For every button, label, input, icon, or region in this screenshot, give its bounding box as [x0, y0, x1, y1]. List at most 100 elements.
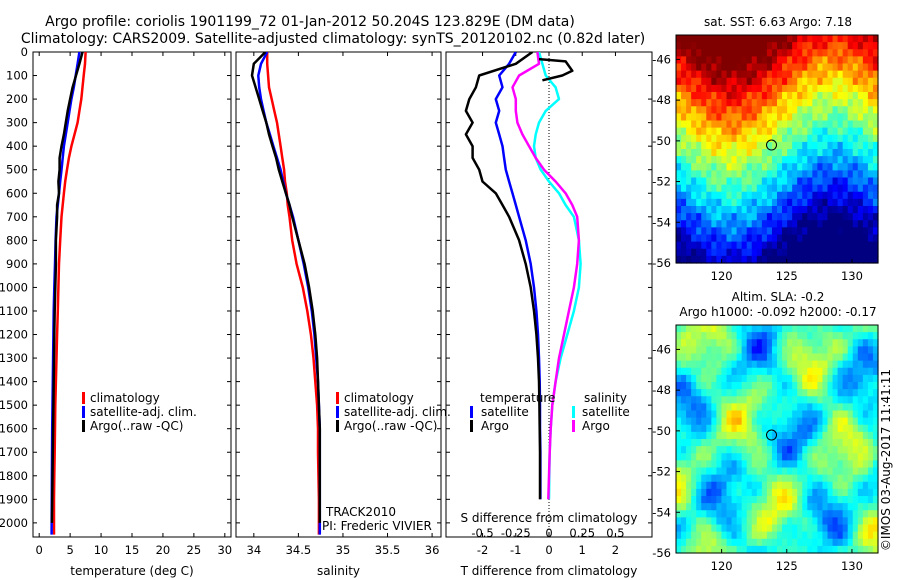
map-cell [792, 524, 798, 533]
map-cell [766, 84, 773, 93]
map-cell [736, 120, 743, 129]
map-cell [852, 84, 859, 93]
map-cell [751, 141, 758, 150]
map-cell [822, 170, 829, 179]
map-cell [766, 198, 773, 207]
map-cell [696, 241, 702, 250]
map-cell [766, 453, 773, 461]
map-cell [837, 360, 844, 369]
map-cell [792, 120, 798, 129]
temperature-legend: climatology satellite-adj. clim. Argo(..… [82, 391, 197, 433]
map-cell [736, 156, 743, 164]
map-cell [766, 360, 773, 369]
map-cell [731, 545, 738, 554]
map-cell [817, 332, 824, 340]
map-cell [761, 460, 768, 469]
map-cell [761, 446, 768, 454]
map-cell [761, 206, 768, 214]
map-cell [761, 389, 768, 397]
map-cell [686, 170, 692, 179]
map-cell [787, 325, 793, 333]
map-cell [797, 49, 803, 57]
map-cell [852, 241, 859, 250]
map-cell [751, 255, 758, 264]
map-cell [792, 56, 798, 65]
map-cell [852, 56, 859, 65]
map-cell [807, 517, 813, 526]
map-cell [857, 353, 864, 362]
map-cell [701, 106, 707, 114]
map-cell [751, 453, 758, 461]
map-cell [857, 439, 864, 447]
map-cell [721, 184, 728, 193]
map-cell [751, 517, 758, 526]
map-cell [827, 325, 834, 333]
map-cell [706, 374, 712, 383]
map-cell [872, 453, 879, 461]
map-cell [817, 467, 824, 476]
map-cell [711, 410, 717, 419]
map-cell [847, 99, 854, 107]
map-cell [721, 70, 728, 79]
map-cell [711, 417, 717, 426]
map-cell [766, 241, 773, 250]
map-cell [782, 496, 788, 504]
map-cell [812, 255, 818, 264]
map-cell [832, 84, 839, 93]
map-cell [847, 177, 854, 186]
map-cell [862, 439, 869, 447]
map-cell [862, 120, 869, 129]
map-cell [726, 389, 733, 397]
map-cell [751, 213, 758, 221]
map-cell [792, 141, 798, 150]
map-cell [761, 360, 768, 369]
map-cell [746, 488, 753, 497]
map-cell [797, 410, 803, 419]
map-cell [787, 42, 793, 50]
map-cell [706, 56, 712, 65]
map-cell [872, 396, 879, 404]
map-cell [741, 184, 748, 193]
map-cell [731, 49, 738, 57]
map-cell [852, 474, 859, 483]
map-field [676, 35, 879, 264]
map-cell [832, 424, 839, 433]
map-cell [852, 325, 859, 333]
map-cell [726, 424, 733, 433]
map-cell [741, 545, 748, 554]
map-cell [771, 389, 778, 397]
map-cell [852, 49, 859, 57]
map-cell [862, 496, 869, 504]
map-cell [686, 92, 692, 100]
map-cell [746, 106, 753, 114]
map-cell [852, 234, 859, 243]
map-cell [771, 170, 778, 179]
map-cell [787, 439, 793, 447]
map-cell [691, 496, 697, 504]
map-cell [681, 127, 687, 136]
map-cell [817, 481, 824, 490]
map-cell [777, 63, 783, 72]
map-cell [756, 184, 763, 193]
map-cell [857, 42, 864, 50]
map-cell [721, 403, 728, 412]
map-cell [766, 538, 773, 547]
pi-annotation: PI: Frederic VIVIER [322, 519, 432, 533]
map-cell [847, 220, 854, 228]
map-cell [827, 248, 834, 257]
map-cell [777, 206, 783, 214]
map-cell [701, 531, 707, 540]
map-cell [802, 410, 808, 419]
map-cell [696, 474, 702, 483]
map-cell [832, 531, 839, 540]
map-cell [862, 149, 869, 157]
map-cell [852, 481, 859, 490]
map-cell [736, 431, 743, 440]
map-cell [857, 467, 864, 476]
map-cell [777, 353, 783, 362]
map-cell [716, 177, 723, 186]
map-cell [842, 353, 849, 362]
map-cell [812, 213, 818, 221]
map-cell [751, 460, 758, 469]
map-cell [812, 531, 818, 540]
